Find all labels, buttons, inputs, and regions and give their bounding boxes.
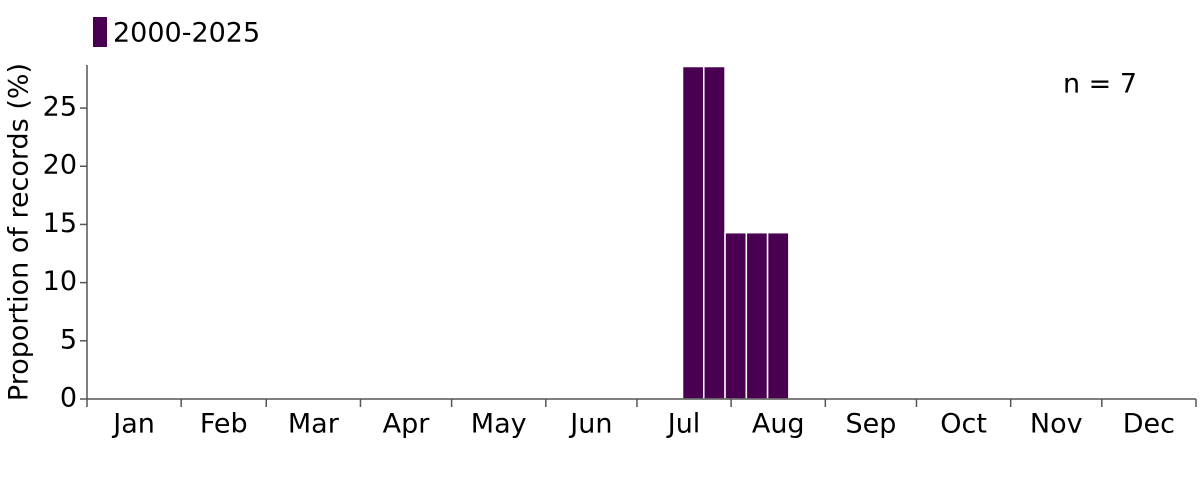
legend-swatch <box>93 17 107 47</box>
legend-label: 2000-2025 <box>113 18 260 49</box>
x-tick-label: Sep <box>845 409 896 440</box>
annotation: n = 7 <box>1063 69 1137 100</box>
x-tick-label: Mar <box>288 409 340 440</box>
y-tick-label: 15 <box>43 208 77 239</box>
bar <box>745 231 769 400</box>
x-tick-label: May <box>471 409 527 440</box>
bar <box>681 65 705 400</box>
y-tick-label: 25 <box>43 92 77 123</box>
bar <box>724 231 748 400</box>
x-tick-label: Jun <box>568 409 612 440</box>
y-tick-label: 0 <box>60 383 77 414</box>
x-tick-label: Dec <box>1123 409 1175 440</box>
bar <box>703 65 726 400</box>
x-tick-label: Jul <box>666 409 701 440</box>
x-tick-label: Feb <box>200 409 248 440</box>
x-tick-label: Oct <box>940 409 987 440</box>
y-tick-label: 20 <box>43 150 77 181</box>
x-tick-label: Nov <box>1030 409 1083 440</box>
y-tick-label: 10 <box>43 266 77 297</box>
x-tick-label: Jan <box>111 409 155 440</box>
x-tick-label: Aug <box>752 409 805 440</box>
bar <box>766 231 790 400</box>
x-tick-label: Apr <box>383 409 431 440</box>
y-tick-label: 5 <box>60 324 77 355</box>
y-axis-label: Proportion of records (%) <box>4 63 35 401</box>
